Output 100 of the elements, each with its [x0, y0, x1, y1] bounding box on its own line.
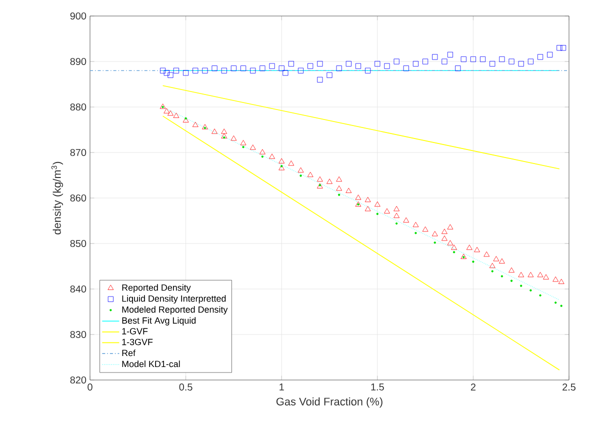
point [403, 217, 410, 223]
point [240, 140, 246, 146]
point [183, 70, 189, 76]
point [278, 158, 285, 164]
point [499, 56, 505, 62]
point [451, 244, 458, 250]
point [346, 60, 352, 67]
point [442, 236, 448, 241]
y-tick-label: 860 [70, 194, 86, 202]
point [173, 112, 180, 118]
point [355, 194, 362, 200]
x-tick-label: 1.5 [371, 384, 384, 390]
point [447, 52, 453, 58]
point [422, 58, 428, 64]
point [192, 68, 198, 74]
point [212, 128, 218, 134]
y-tick-label: 900 [70, 12, 86, 20]
point [230, 135, 237, 141]
point [455, 66, 461, 72]
point [288, 160, 294, 166]
point [556, 45, 562, 51]
point [489, 262, 496, 268]
point [364, 196, 371, 202]
point [394, 206, 400, 212]
point [336, 66, 342, 72]
point [528, 58, 534, 64]
point [317, 76, 323, 82]
point [484, 251, 490, 257]
point [543, 274, 549, 280]
point [326, 178, 332, 184]
point [394, 58, 400, 64]
point [552, 276, 559, 282]
point [316, 176, 323, 182]
point [374, 201, 380, 207]
point [192, 122, 198, 127]
point [282, 70, 288, 76]
point [460, 56, 466, 62]
point [518, 272, 524, 278]
point [364, 206, 371, 212]
legend-label: Modeled Reported Density [122, 306, 228, 314]
point [230, 66, 236, 72]
x-tick-label: 2 [470, 384, 476, 390]
legend-label: Model KD1-cal [122, 360, 180, 368]
point [336, 186, 342, 191]
y-tick-label: 880 [70, 103, 86, 111]
point [336, 176, 342, 182]
point [403, 66, 409, 72]
legend-label: Ref [122, 350, 136, 356]
point [250, 68, 256, 74]
point [442, 228, 448, 234]
point [394, 212, 400, 218]
y-tick-label: 890 [70, 58, 86, 66]
point [182, 117, 189, 122]
point [168, 110, 174, 116]
point [173, 68, 180, 74]
y-axis-title: density (kg/m$^{3}$) [51, 162, 64, 234]
legend-label: Best Fit Avg Liquid [122, 317, 196, 326]
y-tick-label: 830 [70, 330, 86, 338]
x-tick-label: 1 [280, 384, 284, 390]
point [490, 60, 496, 67]
point [298, 68, 304, 74]
point [164, 70, 170, 76]
point [221, 133, 228, 138]
point [278, 66, 284, 72]
point [412, 222, 419, 228]
point [240, 66, 246, 72]
y-tick-label: 870 [70, 148, 86, 156]
point [346, 188, 352, 193]
point [278, 165, 285, 170]
point [470, 56, 476, 62]
point [221, 68, 227, 74]
point [442, 58, 448, 64]
point [288, 60, 294, 67]
point [493, 256, 500, 262]
point [269, 154, 275, 159]
point [212, 66, 218, 72]
x-axis-title: Gas Void Fraction (%) [276, 397, 382, 408]
x-tick-label: 2.5 [562, 384, 576, 391]
y-tick-label: 840 [70, 285, 86, 293]
point [221, 128, 228, 134]
point [518, 60, 524, 67]
point [432, 54, 438, 60]
point [168, 72, 174, 78]
legend-label: 1-GVF [122, 328, 148, 334]
point [298, 167, 304, 172]
point [374, 60, 380, 67]
point [498, 258, 505, 264]
legend-label: 1-3GVF [122, 338, 153, 346]
x-tick-label: 0.5 [179, 384, 192, 391]
point [537, 272, 544, 278]
point [560, 45, 566, 51]
point [466, 244, 472, 250]
point [317, 60, 323, 67]
point [202, 124, 208, 130]
point [508, 267, 514, 273]
point [202, 68, 208, 74]
point [269, 63, 275, 69]
point [480, 56, 486, 62]
point [558, 278, 564, 284]
point [447, 240, 454, 246]
